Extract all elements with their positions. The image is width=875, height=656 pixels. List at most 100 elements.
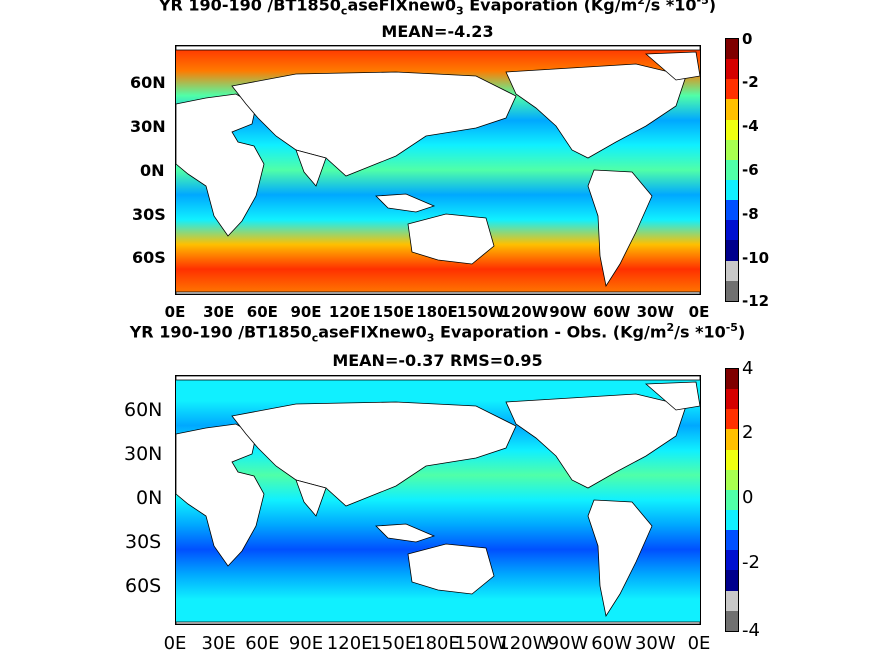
lat-label: 60S <box>132 248 166 267</box>
panel-top-mean: MEAN=-4.23 <box>381 22 494 41</box>
panel-bottom-title-line1: YR 190-190 /BT1850caseFIXnew03 Evaporati… <box>129 321 746 345</box>
lat-label: 30S <box>132 205 166 224</box>
colorbar-label: -12 <box>742 292 770 310</box>
lon-label: 120E <box>328 303 371 321</box>
lon-label: 0E <box>687 633 711 654</box>
lon-label: 120W <box>498 633 551 654</box>
evaporation-bias-map <box>175 375 701 625</box>
colorbar-segment <box>726 119 738 140</box>
colorbar-segment <box>726 260 738 281</box>
land-mask <box>375 523 436 543</box>
land-mask <box>231 71 517 177</box>
colorbar-label: 2 <box>742 422 754 443</box>
colorbar <box>725 368 739 632</box>
lat-label: 60N <box>124 399 163 421</box>
lat-label: 30N <box>130 117 166 136</box>
lon-label: 150W <box>456 303 505 321</box>
colorbar-label: -2 <box>742 73 759 91</box>
colorbar-segment <box>726 59 738 80</box>
map-canvas <box>176 376 700 624</box>
lon-label: 60E <box>245 633 280 654</box>
lon-label: 120E <box>326 633 373 654</box>
colorbar-label: 0 <box>742 487 754 508</box>
land-mask <box>176 46 700 51</box>
map-canvas <box>176 46 700 294</box>
colorbar-segment <box>726 179 738 201</box>
lon-label: 180E <box>416 303 458 321</box>
colorbar-segment <box>726 159 738 180</box>
colorbar-segment <box>726 469 738 490</box>
lon-label: 90E <box>290 303 322 321</box>
colorbar-segment <box>726 429 738 450</box>
lon-label: 90W <box>549 303 587 321</box>
colorbar-segment <box>726 389 738 410</box>
panel-bottom-stats: MEAN=-0.37 RMS=0.95 <box>332 351 543 370</box>
colorbar-segment <box>726 280 738 301</box>
land-mask <box>644 381 700 411</box>
colorbar-segment <box>726 99 738 120</box>
land-mask <box>587 499 653 618</box>
lat-label: 0N <box>136 487 163 509</box>
lon-label: 60W <box>591 633 633 654</box>
lon-label: 150E <box>372 303 415 321</box>
evaporation-map <box>175 45 701 295</box>
colorbar-segment <box>726 449 738 470</box>
colorbar-label: 4 <box>742 358 754 379</box>
land-mask <box>295 479 327 517</box>
colorbar-label: 0 <box>742 30 753 48</box>
colorbar-segment <box>726 369 738 390</box>
lon-label: 0E <box>163 633 187 654</box>
colorbar-segment <box>726 200 738 221</box>
lon-label: 90W <box>547 633 589 654</box>
lon-label: 180E <box>414 633 460 654</box>
colorbar-label: -4 <box>742 117 759 135</box>
colorbar-segment <box>726 590 738 611</box>
lon-label: 120W <box>500 303 549 321</box>
land-mask <box>587 169 653 288</box>
lat-label: 30N <box>124 443 163 465</box>
land-mask <box>644 51 700 81</box>
colorbar-segment <box>726 489 738 510</box>
colorbar-segment <box>726 240 738 261</box>
lon-label: 30W <box>634 633 676 654</box>
land-mask <box>407 543 495 595</box>
panel-top-title-line1: YR 190-190 /BT1850caseFIXnew03 Evaporati… <box>158 0 717 18</box>
colorbar <box>725 38 739 302</box>
lon-label: 30W <box>636 303 675 321</box>
land-mask <box>295 149 327 187</box>
lon-label: 150E <box>370 633 417 654</box>
colorbar-label: -6 <box>742 161 759 179</box>
lon-label: 0E <box>164 303 186 321</box>
lon-label: 0E <box>688 303 710 321</box>
colorbar-label: -10 <box>742 249 770 267</box>
lon-label: 60E <box>246 303 278 321</box>
land-mask <box>231 401 517 507</box>
lat-label: 30S <box>125 531 162 553</box>
lat-label: 60S <box>125 575 162 597</box>
lat-label: 60N <box>130 73 166 92</box>
lon-label: 60W <box>592 303 631 321</box>
colorbar-segment <box>726 509 738 531</box>
lon-label: 90E <box>288 633 324 654</box>
land-mask <box>375 193 436 213</box>
lon-label: 150W <box>454 633 507 654</box>
colorbar-segment <box>726 39 738 60</box>
lon-label: 30E <box>201 633 236 654</box>
land-mask <box>176 376 700 381</box>
colorbar-segment <box>726 139 738 160</box>
colorbar-segment <box>726 220 738 241</box>
colorbar-segment <box>726 570 738 591</box>
colorbar-label: -4 <box>742 620 760 641</box>
land-mask <box>176 621 700 624</box>
land-mask <box>176 291 700 294</box>
colorbar-label: -2 <box>742 552 760 573</box>
lon-label: 30E <box>203 303 235 321</box>
colorbar-segment <box>726 610 738 631</box>
land-mask <box>407 213 495 265</box>
colorbar-segment <box>726 409 738 430</box>
colorbar-segment <box>726 550 738 571</box>
lat-label: 0N <box>140 161 165 180</box>
colorbar-segment <box>726 530 738 551</box>
colorbar-segment <box>726 79 738 100</box>
colorbar-label: -8 <box>742 205 759 223</box>
